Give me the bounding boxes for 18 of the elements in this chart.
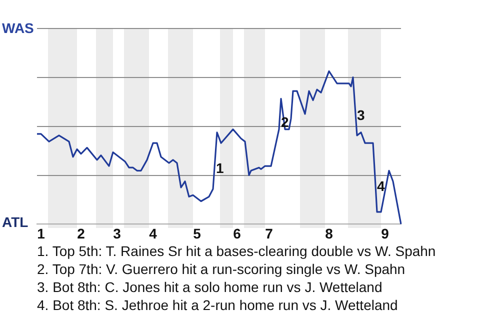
text: 2. Top 7th: V. Guerrero hit a run-scoring single vs W. Spahn bbox=[37, 260, 406, 278]
x-tick-label: 9 bbox=[381, 225, 390, 242]
text: 1. Top 5th: T. Raines Sr hit a bases-clearing double vs W. Spahn bbox=[37, 242, 436, 260]
text: ATL bbox=[2, 214, 28, 230]
x-tick-label: 3 bbox=[113, 225, 122, 242]
x-tick-label: 5 bbox=[193, 225, 202, 242]
x-tick-label: 2 bbox=[77, 225, 86, 242]
text: 4. Bot 8th: S. Jethroe hit a 2-run home run vs J. Wetteland bbox=[37, 296, 399, 314]
text: 3. Bot 8th: C. Jones hit a solo home run vs J. Wetteland bbox=[37, 278, 384, 296]
x-tick-label: 8 bbox=[325, 225, 334, 242]
annotation: 3 bbox=[357, 107, 365, 123]
annotation: 1 bbox=[216, 160, 224, 176]
x-tick-label: 6 bbox=[233, 225, 242, 242]
x-tick-label: 7 bbox=[265, 225, 274, 242]
text: WAS bbox=[2, 20, 34, 36]
annotation: 4 bbox=[377, 178, 385, 194]
x-tick-label: 4 bbox=[149, 225, 158, 242]
x-tick-label: 1 bbox=[37, 225, 46, 242]
